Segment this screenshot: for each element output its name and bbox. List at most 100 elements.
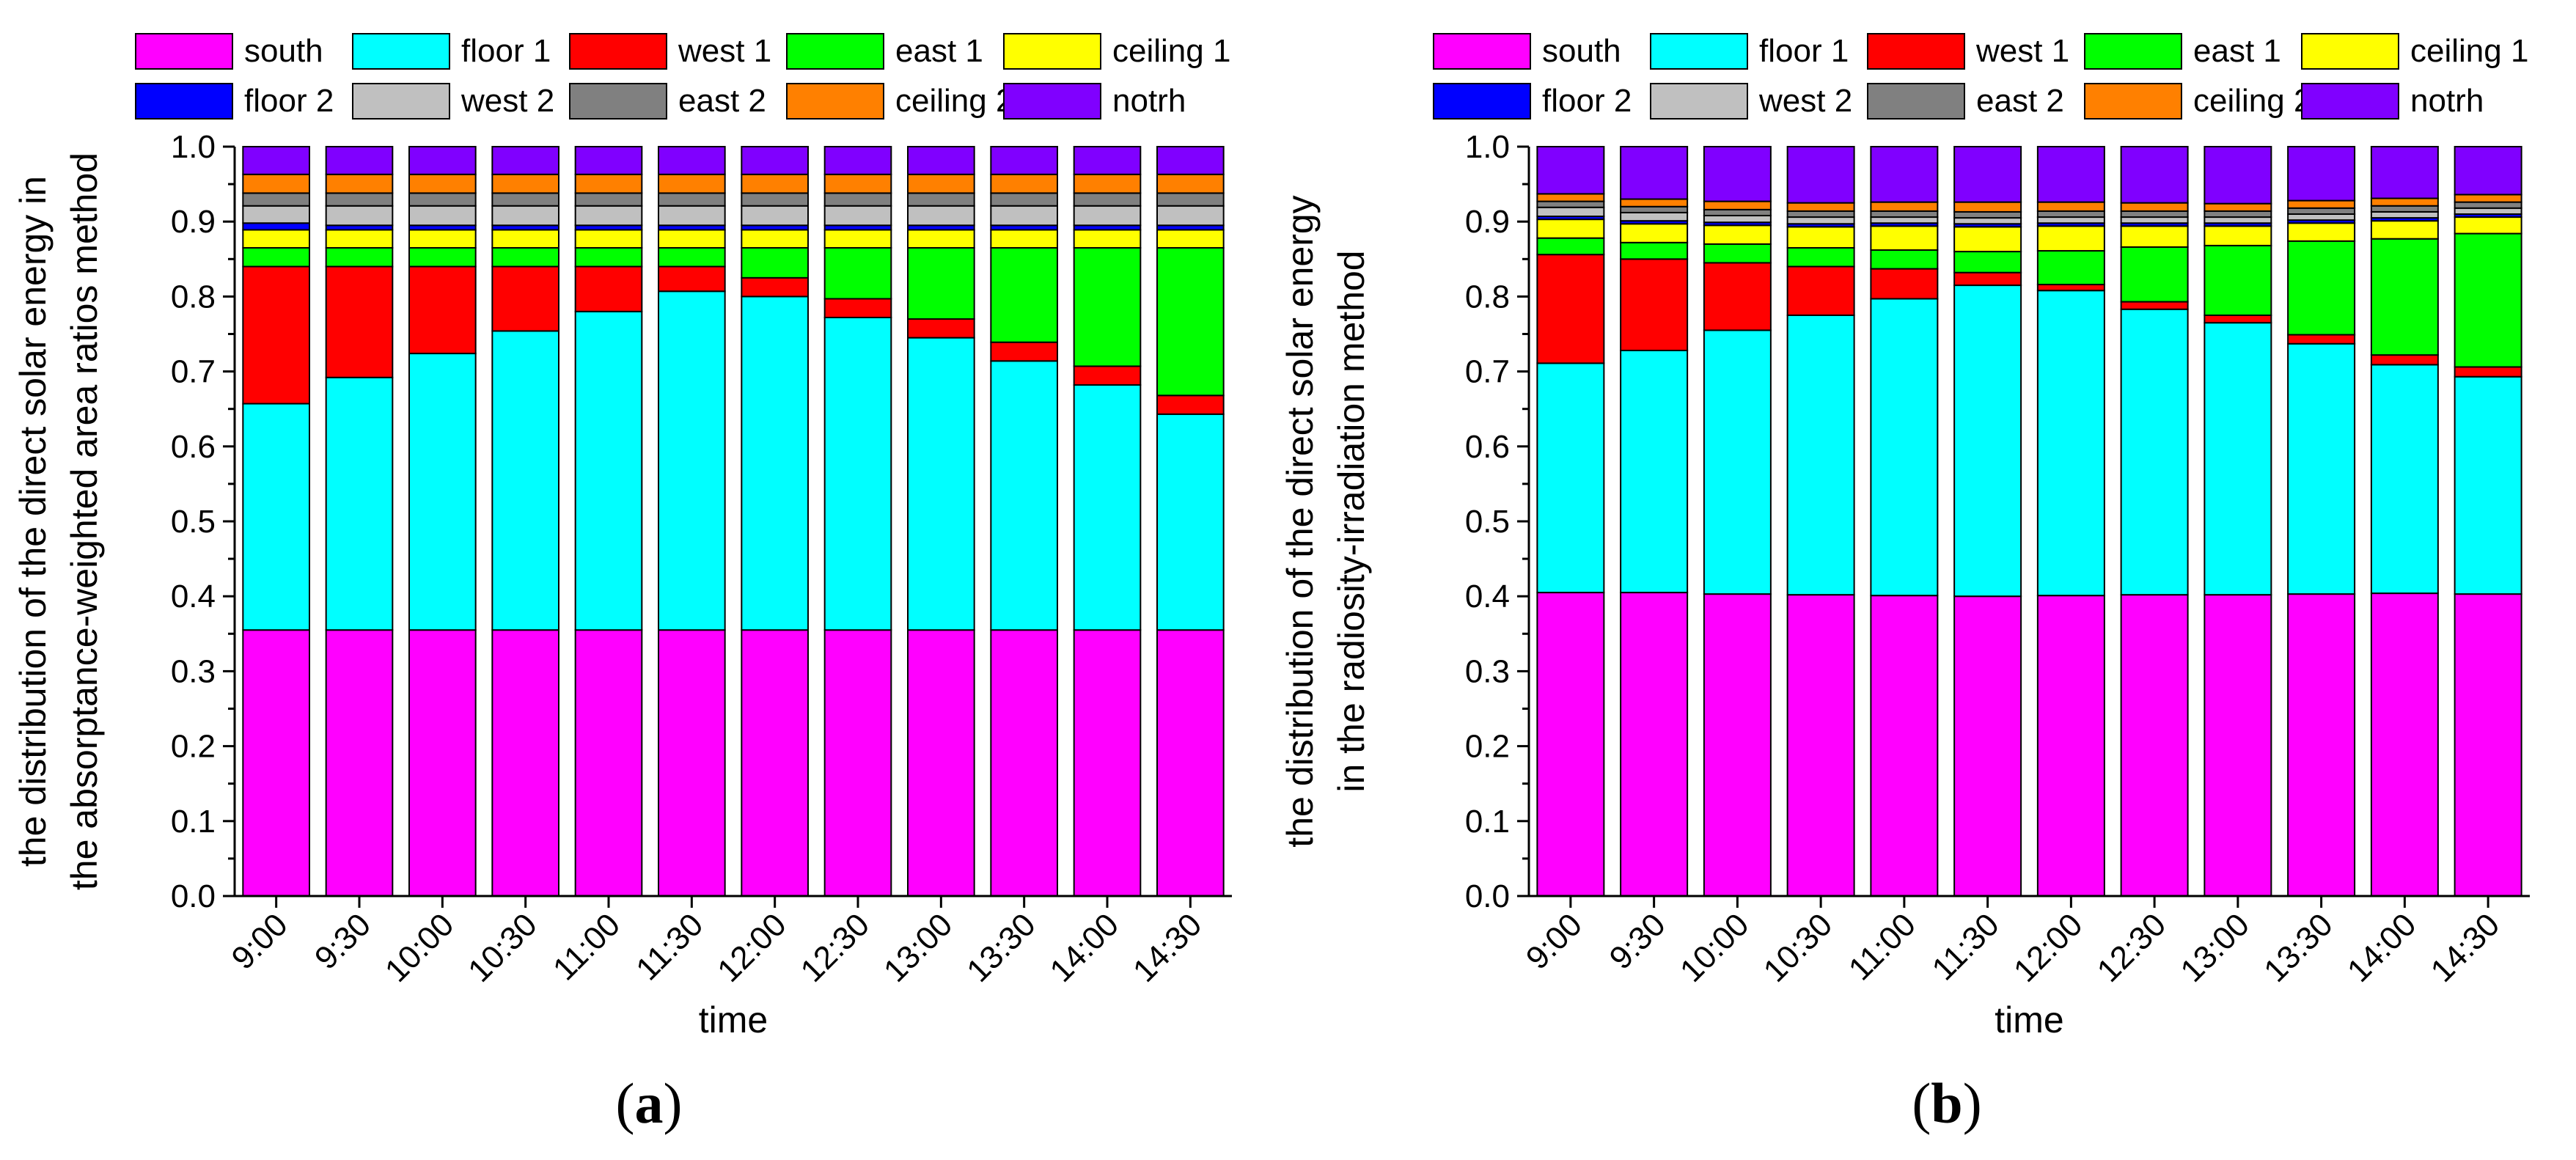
bar-b-14:30-notrh	[2454, 146, 2522, 196]
bar-a-13:30-east-2	[990, 192, 1059, 207]
bar-a-10:00-notrh	[408, 146, 477, 175]
legend-label-a-east-2: east 2	[678, 83, 766, 119]
bar-a-12:00-east-1	[741, 246, 809, 279]
bar-b-13:00-notrh	[2203, 146, 2272, 205]
bar-b-14:30-east-1	[2454, 232, 2522, 368]
y-tick-label-a: 0.5	[171, 504, 216, 540]
bar-b-11:00-east-1	[1870, 249, 1939, 270]
bar-a-10:00-floor-1	[408, 353, 477, 631]
bar-a-13:00-ceiling-1	[907, 229, 975, 249]
bar-a-13:30-west-1	[990, 341, 1059, 362]
bar-b-13:30-east-2	[2287, 207, 2356, 215]
legend-swatch-b-west-2	[1650, 83, 1748, 120]
x-tick-label-b: 11:30	[1925, 906, 2006, 987]
bar-b-13:00-floor-1	[2203, 322, 2272, 596]
bar-b-12:30-east-2	[2120, 210, 2189, 219]
caption-b: (b)	[1912, 1071, 1982, 1135]
bar-a-12:00-east-2	[741, 192, 809, 207]
bar-a-14:30-ceiling-2	[1156, 173, 1225, 194]
bar-a-9:00-east-1	[242, 246, 311, 268]
chart-b: 0.0 0.1 0.2 0.3 0.4 0.5 0.6 0.7 0.8 0.9 1.0 9:00 9:3…	[1280, 33, 2530, 1040]
legend-label-a-south: south	[244, 33, 323, 69]
bar-b-9:00-ceiling-2	[1536, 193, 1605, 202]
bar-a-13:30-ceiling-1	[990, 229, 1059, 249]
legend-label-a-ceiling-2: ceiling 2	[895, 83, 1013, 119]
bar-a-13:30-south	[990, 629, 1059, 897]
bar-a-11:30-west-1	[658, 265, 726, 293]
x-tick-label-b: 12:30	[2091, 906, 2173, 989]
bar-a-14:00-east-2	[1073, 192, 1142, 207]
bar-b-14:30-west-1	[2454, 366, 2522, 378]
bar-a-13:00-east-2	[907, 192, 975, 207]
bar-a-12:00-south	[741, 629, 809, 897]
bar-b-11:00-west-1	[1870, 268, 1939, 300]
y-tick-label-b: 0.7	[1465, 354, 1510, 390]
bar-a-13:30-east-1	[990, 246, 1059, 343]
bar-b-9:30-notrh	[1620, 146, 1689, 200]
bar-b-9:30-ceiling-2	[1620, 198, 1689, 208]
legend-swatch-b-west-1	[1867, 33, 1965, 70]
y-axis-title-a-line-1: the distribution of the direct solar ene…	[12, 176, 54, 867]
bar-a-14:30-south	[1156, 629, 1225, 897]
legend-label-b-floor-1: floor 1	[1759, 33, 1849, 69]
bar-b-14:30-west-2	[2454, 207, 2522, 215]
bar-a-12:30-ceiling-1	[823, 229, 892, 249]
bar-b-13:30-east-1	[2287, 240, 2356, 336]
bar-a-10:00-west-1	[408, 265, 477, 355]
bar-b-12:00-east-2	[2036, 210, 2105, 219]
bar-a-11:30-west-2	[658, 205, 726, 227]
bar-b-10:00-west-2	[1703, 215, 1772, 224]
bar-a-14:00-west-1	[1073, 365, 1142, 386]
bar-b-13:30-west-1	[2287, 334, 2356, 345]
bar-a-12:30-east-1	[823, 246, 892, 300]
bar-b-11:00-south	[1870, 595, 1939, 897]
bar-b-9:30-west-2	[1620, 211, 1689, 222]
bar-b-11:30-south	[1953, 595, 2022, 897]
bar-a-9:00-ceiling-1	[242, 229, 311, 249]
bar-b-14:00-west-1	[2370, 354, 2439, 366]
bar-a-14:00-notrh	[1073, 146, 1142, 175]
x-tick-label-b: 14:30	[2424, 906, 2507, 989]
legend-swatch-a-west-2	[352, 83, 450, 120]
y-tick-label-a: 0.2	[171, 729, 216, 765]
bar-a-12:30-ceiling-2	[823, 173, 892, 194]
bar-a-13:30-west-2	[990, 205, 1059, 227]
x-tick-label-a: 10:30	[461, 906, 544, 989]
bar-a-12:30-west-1	[823, 298, 892, 319]
bar-a-9:30-ceiling-1	[325, 229, 394, 249]
x-tick-label-a: 13:00	[877, 906, 960, 989]
bar-a-9:30-east-1	[325, 246, 394, 268]
bar-b-12:00-ceiling-2	[2036, 201, 2105, 212]
bar-a-12:00-notrh	[741, 146, 809, 175]
bar-b-12:00-ceiling-1	[2036, 225, 2105, 252]
legend-label-a-west-2: west 2	[460, 83, 554, 119]
bar-a-13:30-notrh	[990, 146, 1059, 175]
x-tick-label-b: 9:30	[1602, 906, 1672, 976]
y-tick-label-a: 0.3	[171, 653, 216, 689]
bar-b-11:00-notrh	[1870, 146, 1939, 203]
bar-b-10:00-east-1	[1703, 243, 1772, 264]
bar-b-14:00-ceiling-2	[2370, 197, 2439, 207]
bar-b-9:30-east-1	[1620, 241, 1689, 260]
y-axis-title-a-line-2: the absorptance-weighted area ratios met…	[64, 153, 105, 890]
x-tick-label-a: 12:00	[711, 906, 793, 989]
y-axis-title-b-line-1: the distribution of the direct solar ene…	[1280, 195, 1321, 847]
x-tick-label-a: 9:00	[225, 906, 295, 976]
bar-a-9:00-floor-1	[242, 403, 311, 631]
bar-b-13:00-east-2	[2203, 210, 2272, 219]
bar-a-14:30-floor-1	[1156, 413, 1225, 631]
legend-swatch-a-floor-1	[352, 33, 450, 70]
bar-b-13:00-ceiling-1	[2203, 225, 2272, 246]
legend-label-a-floor-1: floor 1	[461, 33, 551, 69]
bar-b-9:00-notrh	[1536, 146, 1605, 195]
legend-label-a-floor-2: floor 2	[244, 83, 334, 119]
legend-swatch-b-floor-1	[1650, 33, 1748, 70]
bar-a-9:30-ceiling-2	[325, 173, 394, 194]
bar-b-9:00-west-2	[1536, 206, 1605, 218]
bar-a-11:00-ceiling-2	[574, 173, 643, 194]
bar-a-12:00-ceiling-1	[741, 229, 809, 249]
bar-a-10:30-floor-1	[491, 330, 559, 631]
bar-b-14:00-ceiling-1	[2370, 220, 2439, 240]
bar-b-14:30-floor-1	[2454, 375, 2522, 595]
bar-a-13:00-south	[907, 629, 975, 897]
